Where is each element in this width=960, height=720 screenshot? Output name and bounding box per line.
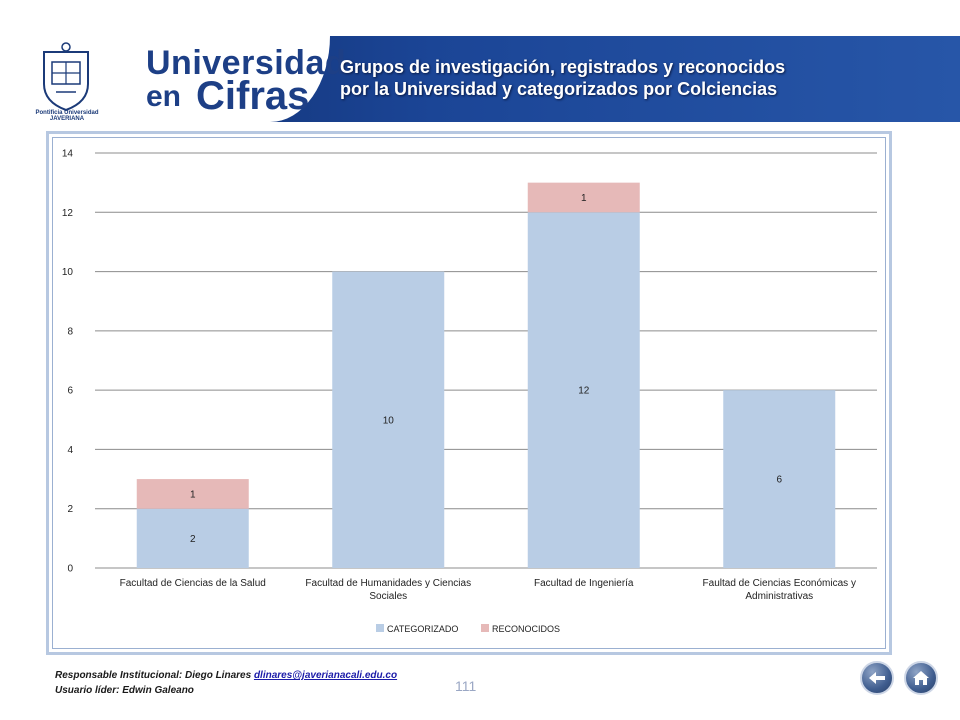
home-button[interactable] <box>904 661 938 695</box>
y-tick-label: 10 <box>62 267 74 278</box>
data-label: 12 <box>578 386 590 397</box>
legend-swatch-categorizado <box>376 624 384 632</box>
bar-categorizado <box>527 212 640 568</box>
bar-reconocidos <box>527 182 640 213</box>
brand-universidad: Universidad <box>146 44 347 82</box>
data-label: 1 <box>581 193 587 204</box>
home-icon <box>913 671 929 685</box>
bar-categorizado <box>332 271 445 568</box>
legend-label: RECONOCIDOS <box>492 624 560 634</box>
bar-categorizado <box>723 390 836 568</box>
stacked-bar-chart: 0 2 4 6 8 10 12 14 2 10 12 6 1 1 Facultad de Ciencias … <box>62 149 877 634</box>
y-tick-label: 0 <box>67 564 73 575</box>
responsible-email-link[interactable]: dlinares@javerianacali.edu.co <box>253 670 398 681</box>
x-category-label: Faultad de Ciencias Económicas y <box>703 578 856 589</box>
university-seal-icon <box>43 42 89 112</box>
data-label: 2 <box>190 534 196 545</box>
data-label: 1 <box>190 489 196 500</box>
footer-responsible: Responsable Institucional: Diego Linares… <box>55 670 398 681</box>
page-number: 111 <box>455 678 477 694</box>
brand-en: en <box>146 80 182 113</box>
y-tick-label: 14 <box>62 149 74 160</box>
header-banner: Pontificia Universidad JAVERIANA Univers… <box>0 36 960 122</box>
bar-reconocidos <box>136 479 249 509</box>
y-tick-label: 12 <box>62 208 74 219</box>
page-title: Grupos de investigación, registrados y r… <box>340 57 786 99</box>
bar-categorizado <box>136 508 249 568</box>
x-category-label: Administrativas <box>745 591 813 602</box>
chart-frame: 0 2 4 6 8 10 12 14 2 10 12 6 1 1 Facultad de Ciencias … <box>46 131 892 655</box>
x-category-label: Facultad de Humanidades y Ciencias <box>305 578 471 589</box>
brand-cifras: Cifras <box>196 74 310 118</box>
x-category-label: Sociales <box>369 591 407 602</box>
back-arrow-icon <box>869 672 885 684</box>
seal-caption: Pontificia Universidad JAVERIANA <box>35 110 99 122</box>
x-category-label: Facultad de Ingeniería <box>534 578 634 589</box>
legend-label: CATEGORIZADO <box>387 624 458 634</box>
y-tick-label: 4 <box>67 445 73 456</box>
data-label: 10 <box>383 415 395 426</box>
y-tick-label: 2 <box>67 504 73 515</box>
footer-leader: Usuario líder: Edwin Galeano <box>55 685 194 696</box>
y-tick-label: 8 <box>67 326 73 337</box>
legend-swatch-reconocidos <box>481 624 489 632</box>
data-label: 6 <box>776 475 782 486</box>
back-button[interactable] <box>860 661 894 695</box>
y-tick-label: 6 <box>67 386 73 397</box>
x-category-label: Facultad de Ciencias de la Salud <box>120 578 266 589</box>
brand-panel: Pontificia Universidad JAVERIANA Univers… <box>0 36 346 122</box>
